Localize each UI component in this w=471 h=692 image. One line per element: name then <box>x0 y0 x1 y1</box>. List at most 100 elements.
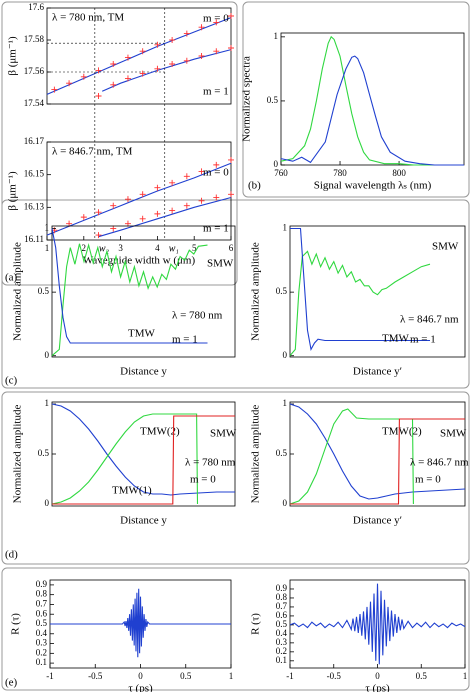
annotation: λ = 846.7 nm <box>410 457 469 469</box>
data-point <box>80 73 87 80</box>
y-tick-label: 0.8 <box>276 592 288 602</box>
y-tick-label: 0.6 <box>276 610 288 620</box>
y-tick-label: 0.2 <box>36 647 47 657</box>
y-tick-label: 16.17 <box>24 136 45 146</box>
y-axis-label: β (μm⁻¹) <box>7 36 19 76</box>
data-point <box>213 48 220 55</box>
y-axis-label: Normalized spectra <box>241 56 253 142</box>
y-tick-label: 1 <box>283 398 288 408</box>
data-point <box>124 54 131 61</box>
y-axis-label: β (μm⁻¹) <box>7 171 19 211</box>
series-label: m = 0 <box>203 167 229 179</box>
y-tick-label: 0.1 <box>36 657 47 667</box>
data-point <box>169 207 176 214</box>
data-point <box>213 194 220 201</box>
y-tick-label: 0 <box>283 498 288 508</box>
x-tick-label: 1 <box>229 671 234 681</box>
series-line <box>50 588 231 658</box>
data-point <box>95 209 102 216</box>
x-axis-label: Distance y <box>120 515 167 527</box>
x-tick-label: -0.5 <box>327 671 342 681</box>
x-tick-label: 780 <box>333 168 347 178</box>
y-tick-label: 0.5 <box>267 95 279 105</box>
y-tick-label: 17.6 <box>28 2 44 12</box>
data-point <box>110 81 117 88</box>
plot-frame <box>280 32 465 166</box>
x-axis-label: Distance y′ <box>353 366 402 378</box>
x-axis-label: τ (ps) <box>365 683 390 692</box>
y-tick-label: 0.9 <box>276 583 288 593</box>
data-point <box>183 30 190 37</box>
panel-label: (b) <box>248 180 261 192</box>
x-tick-label: 2 <box>82 243 87 253</box>
series-label: SMW <box>207 258 234 270</box>
data-point <box>95 67 102 74</box>
y-tick-label: 0.4 <box>36 628 48 638</box>
y-tick-label: 0.5 <box>38 286 50 296</box>
annotation: m = 1 <box>172 334 198 346</box>
panel-label: (c) <box>5 375 18 387</box>
series-line <box>289 250 431 357</box>
data-point <box>183 57 190 64</box>
x-tick-label: 0.5 <box>180 671 192 681</box>
y-tick-label: 1 <box>283 223 288 233</box>
series-line <box>51 403 235 496</box>
data-point <box>228 45 234 51</box>
data-point <box>169 61 176 67</box>
x-tick-label: 0 <box>375 671 380 681</box>
data-point <box>124 196 131 203</box>
x-axis-label: τ (ps) <box>128 683 153 692</box>
plot-title: λ = 780 nm, TM <box>52 12 124 24</box>
y-tick-label: 0.9 <box>36 579 48 589</box>
x-axis-label: Signal wavelength λₛ (nm) <box>314 180 432 192</box>
data-point <box>228 156 234 163</box>
series-label: TMW(1) <box>112 485 152 497</box>
series-label: SMW <box>432 241 459 253</box>
data-point <box>139 191 146 198</box>
x-tick-label: 3 <box>118 243 123 253</box>
annotation: m = 1 <box>410 334 436 346</box>
data-point <box>110 61 117 67</box>
series-label: TMW(2) <box>140 426 180 438</box>
data-point <box>213 161 220 168</box>
y-axis-label: Normalized amplitude <box>250 242 262 341</box>
y-tick-label: 0.5 <box>276 286 288 296</box>
data-point <box>51 86 58 93</box>
series-line <box>289 583 466 665</box>
x-tick-label: 4 <box>155 243 160 253</box>
annotation: m = 0 <box>415 474 441 486</box>
data-point <box>139 215 146 222</box>
series-line <box>51 413 199 505</box>
y-tick-label: 17.56 <box>24 66 45 76</box>
y-tick-label: 0.1 <box>276 655 287 665</box>
data-point <box>154 65 161 72</box>
reference-label: w₂ <box>99 243 110 254</box>
data-point <box>198 197 205 204</box>
data-point <box>228 191 234 198</box>
x-tick-label: 0 <box>138 671 143 681</box>
series-label: SMW <box>440 428 467 440</box>
data-point <box>228 13 234 19</box>
y-tick-label: 0 <box>283 350 288 360</box>
reference-label: w₁ <box>169 243 179 254</box>
x-axis-label: Waveguide width w (μm) <box>83 255 196 267</box>
series-line <box>46 162 232 236</box>
data-point <box>110 225 117 232</box>
series-label: TMW <box>382 333 410 345</box>
panel-d <box>1 391 470 565</box>
y-tick-label: 0.7 <box>36 599 48 609</box>
plot-title: λ = 846.7 nm, TM <box>52 146 133 158</box>
x-tick-label: 800 <box>392 168 406 178</box>
plot-frame <box>46 7 232 105</box>
plot-frame <box>51 225 236 358</box>
y-axis-label: R (τ) <box>250 613 262 635</box>
y-axis-label: Normalized amplitude <box>12 242 24 341</box>
y-tick-label: 16.15 <box>24 169 45 179</box>
series-line <box>46 17 232 95</box>
y-tick-label: 1 <box>45 223 50 233</box>
data-point <box>154 41 161 48</box>
annotation: λ = 780 nm <box>185 457 236 469</box>
series-label: m = 1 <box>203 86 229 98</box>
data-point <box>154 184 161 191</box>
series-line <box>98 196 232 238</box>
